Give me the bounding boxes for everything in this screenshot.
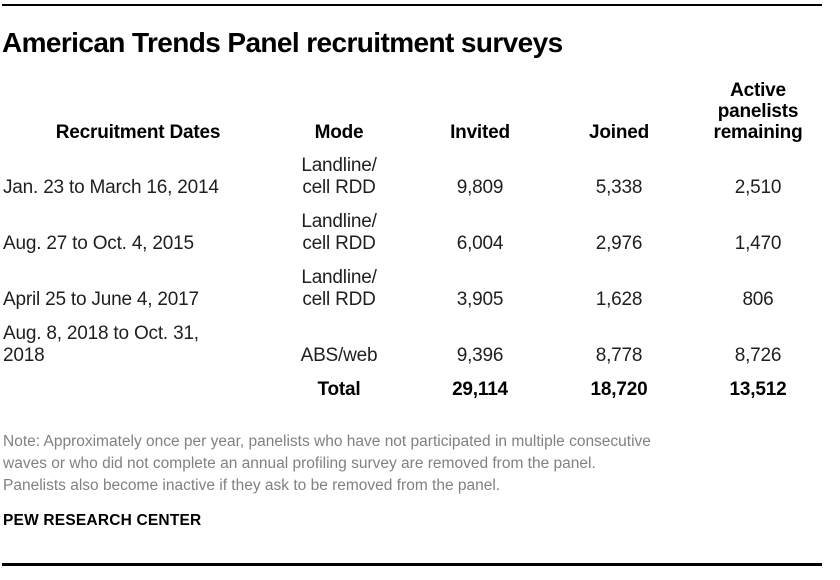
cell-joined: 8,778: [595, 345, 643, 366]
header-row: Recruitment Dates Mode Invited Joined Ac…: [3, 80, 833, 143]
cell-active: 806: [742, 289, 774, 310]
total-row: Total 29,114 18,720 13,512: [3, 367, 833, 401]
col-header-active-panelists-remaining: Active panelists remaining: [713, 80, 803, 143]
cell-joined: 2,976: [595, 233, 643, 254]
col-header-joined: Joined: [588, 122, 650, 143]
cell-dates: Jan. 23 to March 16, 2014: [3, 177, 219, 198]
cell-mode: Landline/ cell RDD: [301, 155, 377, 198]
cell-mode: ABS/web: [300, 345, 378, 366]
col-header-recruitment-dates: Recruitment Dates: [55, 122, 221, 143]
cell-joined: 5,338: [595, 177, 643, 198]
source-label: PEW RESEARCH CENTER: [3, 512, 202, 529]
cell-dates: Aug. 8, 2018 to Oct. 31, 2018: [3, 323, 199, 366]
col-header-invited: Invited: [450, 122, 510, 143]
note-text: Note: Approximately once per year, panel…: [3, 433, 651, 494]
top-rule: [2, 4, 822, 6]
cell-active: 1,470: [734, 233, 782, 254]
cell-joined: 1,628: [595, 289, 643, 310]
total-row-spacer: [3, 367, 273, 401]
recruitment-table: Recruitment Dates Mode Invited Joined Ac…: [3, 80, 833, 401]
total-invited: 29,114: [452, 379, 508, 400]
cell-dates: Aug. 27 to Oct. 4, 2015: [3, 233, 194, 254]
table-row: April 25 to June 4, 2017 Landline/ cell …: [3, 255, 833, 311]
total-label: Total: [317, 379, 361, 400]
cell-invited: 9,396: [456, 345, 504, 366]
figure-title: American Trends Panel recruitment survey…: [2, 27, 563, 58]
total-joined: 18,720: [590, 379, 648, 400]
cell-dates: April 25 to June 4, 2017: [3, 289, 199, 310]
table-row: Aug. 27 to Oct. 4, 2015 Landline/ cell R…: [3, 199, 833, 255]
cell-invited: 9,809: [456, 177, 504, 198]
cell-mode: Landline/ cell RDD: [301, 211, 377, 254]
cell-active: 8,726: [734, 345, 782, 366]
table-row: Aug. 8, 2018 to Oct. 31, 2018 ABS/web 9,…: [3, 311, 833, 367]
col-header-mode: Mode: [314, 122, 364, 143]
cell-invited: 6,004: [456, 233, 504, 254]
cell-invited: 3,905: [456, 289, 504, 310]
bottom-rule: [2, 563, 822, 566]
cell-mode: Landline/ cell RDD: [301, 267, 377, 310]
cell-active: 2,510: [734, 177, 782, 198]
table-row: Jan. 23 to March 16, 2014 Landline/ cell…: [3, 143, 833, 199]
total-active: 13,512: [729, 379, 787, 400]
